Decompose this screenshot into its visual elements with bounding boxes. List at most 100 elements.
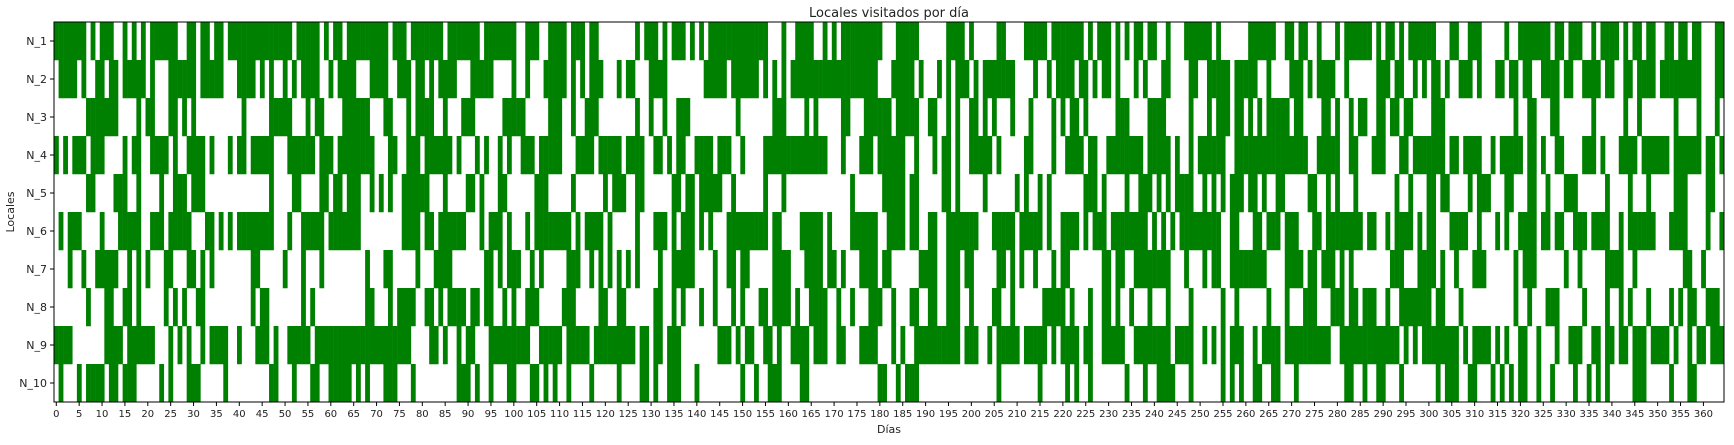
heatmap-cell — [1023, 174, 1029, 213]
heatmap-cell — [200, 174, 206, 213]
heatmap-cell — [909, 98, 915, 137]
heatmap-cell — [905, 60, 910, 99]
heatmap-cell — [1339, 250, 1345, 289]
heatmap-cell — [1591, 326, 1597, 365]
heatmap-cell — [671, 288, 677, 327]
heatmap-cell — [1069, 326, 1075, 365]
heatmap-cell — [699, 174, 704, 213]
heatmap-cell — [305, 22, 311, 61]
heatmap-cell — [1101, 60, 1107, 99]
heatmap-cell — [1627, 60, 1633, 99]
heatmap-cell — [630, 136, 636, 175]
heatmap-cell — [1229, 174, 1235, 213]
heatmap-cell — [1239, 250, 1244, 289]
heatmap-cell — [1220, 98, 1226, 137]
heatmap-cell — [1330, 60, 1336, 99]
heatmap-cell — [424, 212, 430, 251]
heatmap-cell — [603, 288, 608, 327]
heatmap-cell — [859, 326, 865, 365]
heatmap-cell — [1284, 250, 1290, 289]
heatmap-cell — [593, 98, 599, 137]
heatmap-cell — [575, 326, 581, 365]
heatmap-cell — [1518, 326, 1523, 365]
heatmap-cell — [914, 364, 919, 403]
heatmap-cell — [1229, 364, 1235, 403]
heatmap-cell — [882, 364, 887, 403]
heatmap-cell — [209, 250, 215, 289]
heatmap-cell — [136, 98, 142, 137]
heatmap-cell — [955, 288, 961, 327]
heatmap-cell — [868, 250, 874, 289]
heatmap-cell — [872, 60, 878, 99]
heatmap-cell — [168, 22, 174, 61]
heatmap-cell — [1435, 364, 1441, 403]
heatmap-cell — [1088, 174, 1093, 213]
heatmap-cell — [255, 326, 261, 365]
heatmap-cell — [607, 326, 613, 365]
heatmap-cell — [241, 98, 247, 137]
heatmap-cell — [635, 250, 640, 289]
heatmap-cell — [740, 22, 746, 61]
heatmap-cell — [1696, 22, 1702, 61]
heatmap-cell — [813, 212, 819, 251]
heatmap-cell — [593, 22, 599, 61]
heatmap-cell — [900, 60, 906, 99]
heatmap-cell — [1508, 136, 1514, 175]
heatmap-cell — [506, 326, 512, 365]
heatmap-cell — [1582, 288, 1587, 327]
heatmap-cell — [1627, 212, 1633, 251]
heatmap-cell — [1394, 326, 1400, 365]
heatmap-cell — [415, 136, 421, 175]
heatmap-cell — [67, 250, 73, 289]
heatmap-cell — [1618, 288, 1624, 327]
y-tick-label: N_4 — [26, 149, 47, 162]
heatmap-cell — [598, 136, 604, 175]
heatmap-cell — [1586, 364, 1592, 403]
heatmap-cell — [790, 60, 796, 99]
heatmap-cell — [1335, 136, 1340, 175]
heatmap-cell — [950, 250, 956, 289]
heatmap-cell — [1554, 212, 1560, 251]
heatmap-cell — [740, 250, 746, 289]
heatmap-cell — [1184, 174, 1189, 213]
heatmap-cell — [1065, 326, 1070, 365]
heatmap-cell — [1284, 212, 1290, 251]
heatmap-cell — [200, 326, 206, 365]
x-tick-label: 295 — [1396, 409, 1415, 420]
y-axis: N_1N_2N_3N_4N_5N_6N_7N_8N_9N_10 — [19, 35, 54, 390]
heatmap-cell — [946, 136, 952, 175]
heatmap-cell — [346, 98, 352, 137]
heatmap-cell — [923, 250, 929, 289]
heatmap-cell — [1504, 174, 1510, 213]
heatmap-cell — [918, 326, 924, 365]
heatmap-cell — [1088, 364, 1093, 403]
heatmap-cell — [1156, 136, 1162, 175]
heatmap-cell — [1376, 98, 1382, 137]
heatmap-cell — [740, 136, 746, 175]
heatmap-cell — [474, 288, 480, 327]
heatmap-cell — [657, 136, 663, 175]
x-tick-label: 50 — [279, 409, 292, 420]
heatmap-cell — [543, 136, 549, 175]
heatmap-cell — [571, 288, 576, 327]
heatmap-cell — [346, 136, 352, 175]
heatmap-cell — [1618, 212, 1624, 251]
heatmap-cell — [346, 364, 352, 403]
heatmap-cell — [163, 288, 169, 327]
heatmap-cell — [616, 288, 622, 327]
heatmap-cell — [127, 288, 133, 327]
heatmap-cell — [447, 288, 453, 327]
heatmap-cell — [442, 60, 448, 99]
heatmap-cell — [836, 326, 842, 365]
heatmap-cell — [584, 326, 590, 365]
heatmap-cell — [1133, 250, 1139, 289]
heatmap-cell — [182, 288, 187, 327]
heatmap-cell — [1216, 22, 1221, 61]
heatmap-cell — [1138, 174, 1144, 213]
heatmap-cell — [708, 136, 714, 175]
heatmap-cell — [1069, 98, 1075, 137]
heatmap-cell — [182, 212, 187, 251]
heatmap-cell — [319, 98, 325, 137]
heatmap-cell — [914, 212, 919, 251]
heatmap-cell — [1554, 136, 1560, 175]
